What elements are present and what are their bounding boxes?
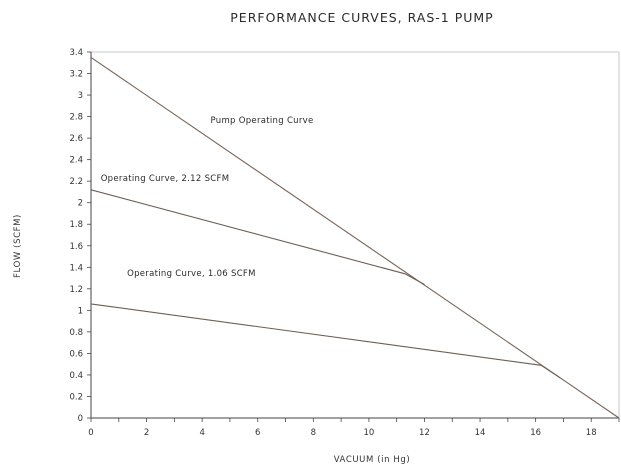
- series-label-2: Operating Curve, 2.12 SCFM: [101, 174, 230, 184]
- y-tick-label: 3.2: [69, 70, 83, 80]
- series-label-1: Pump Operating Curve: [211, 116, 314, 126]
- x-tick-label: 4: [199, 428, 204, 438]
- y-axis-ticks: 0 0.2 0.4 0.6 0.8 1 1.2 1.4 1.6 1.8 2 2.2 2.4 2.6 2.8 3…: [69, 48, 91, 424]
- x-axis-label: VACUUM (in Hg): [334, 455, 411, 465]
- plot-frame: [90, 51, 620, 419]
- y-tick-label: 3: [78, 91, 83, 101]
- x-tick-label: 8: [311, 428, 316, 438]
- annotations: Pump Operating Curve Operating Curve, 2.1…: [101, 116, 314, 279]
- x-tick-label: 10: [363, 428, 374, 438]
- y-axis-label: FLOW (SCFM): [13, 214, 23, 278]
- y-tick-label: 0.2: [69, 392, 83, 402]
- y-tick-label: 2.8: [69, 113, 83, 123]
- x-tick-label: 2: [144, 428, 149, 438]
- y-tick-label: 1: [78, 306, 83, 316]
- series-line-2: [90, 189, 425, 285]
- y-tick-label: 2.2: [69, 177, 83, 187]
- y-tick-label: 2.6: [69, 134, 83, 144]
- y-tick-label: 0: [78, 414, 83, 424]
- y-tick-label: 1.4: [69, 263, 83, 273]
- y-tick-label: 1.6: [69, 242, 83, 252]
- series-layer: [90, 56, 620, 419]
- y-tick-label: 1.2: [69, 285, 83, 295]
- series-line-1: [90, 56, 620, 419]
- x-axis-ticks: 0 2 4 6 8 10 12 14 16 18: [88, 418, 620, 438]
- chart-title: PERFORMANCE CURVES, RAS-1 PUMP: [230, 10, 493, 25]
- x-tick-label: 18: [586, 428, 597, 438]
- y-tick-label: 0.4: [69, 371, 83, 381]
- y-tick-label: 2: [78, 199, 83, 209]
- series-label-3: Operating Curve, 1.06 SCFM: [127, 269, 256, 279]
- series-line-3: [90, 303, 561, 379]
- y-tick-label: 1.8: [69, 220, 83, 230]
- x-tick-label: 0: [88, 428, 93, 438]
- x-tick-label: 14: [475, 428, 486, 438]
- y-tick-label: 3.4: [69, 48, 83, 58]
- x-tick-label: 16: [530, 428, 541, 438]
- y-tick-label: 0.6: [69, 349, 83, 359]
- x-tick-label: 12: [419, 428, 430, 438]
- y-tick-label: 0.8: [69, 328, 83, 338]
- x-tick-label: 6: [255, 428, 260, 438]
- y-tick-label: 2.4: [69, 156, 83, 166]
